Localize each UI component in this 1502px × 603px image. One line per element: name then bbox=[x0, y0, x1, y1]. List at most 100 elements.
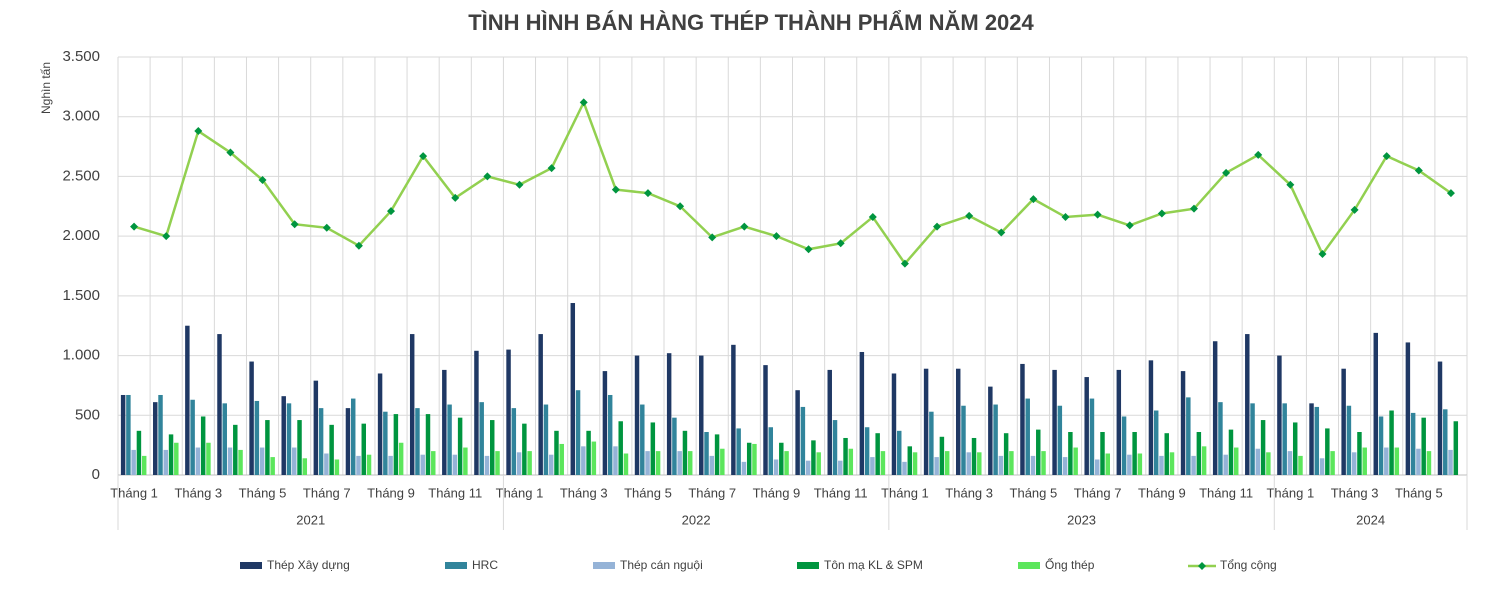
bar bbox=[329, 424, 334, 475]
bar bbox=[452, 454, 458, 475]
line-marker bbox=[900, 259, 909, 268]
bar bbox=[1180, 371, 1186, 475]
line-marker bbox=[708, 233, 717, 242]
line-marker bbox=[515, 180, 524, 189]
line-marker bbox=[933, 222, 942, 231]
bar bbox=[864, 427, 870, 475]
line-marker bbox=[1446, 189, 1455, 198]
bar bbox=[153, 402, 158, 475]
line-marker bbox=[547, 164, 556, 173]
bar bbox=[393, 414, 399, 475]
bar bbox=[383, 411, 388, 475]
bar bbox=[420, 454, 425, 475]
bar bbox=[136, 430, 142, 475]
bar bbox=[1260, 420, 1266, 475]
bar bbox=[254, 400, 260, 475]
bar bbox=[929, 411, 934, 475]
line-marker bbox=[1318, 250, 1327, 259]
line-marker bbox=[836, 239, 845, 248]
line-marker bbox=[451, 193, 460, 202]
bar bbox=[1341, 368, 1346, 475]
line-marker bbox=[772, 232, 781, 241]
bar bbox=[731, 344, 736, 475]
legend-label: Ống thép bbox=[1045, 557, 1095, 572]
bar bbox=[655, 451, 661, 475]
bar bbox=[158, 394, 163, 475]
bar bbox=[442, 369, 447, 475]
bar bbox=[923, 368, 929, 475]
bar bbox=[1084, 377, 1089, 475]
bar bbox=[714, 434, 720, 475]
line-marker bbox=[1061, 213, 1070, 222]
bar bbox=[522, 423, 527, 475]
bar bbox=[302, 458, 308, 475]
bar bbox=[939, 436, 945, 475]
bar bbox=[527, 451, 532, 475]
line-marker bbox=[804, 245, 813, 254]
line-marker bbox=[1189, 204, 1198, 213]
bar bbox=[1437, 361, 1443, 475]
bar bbox=[779, 442, 784, 475]
bar bbox=[1255, 448, 1261, 475]
bar bbox=[827, 369, 832, 475]
bar bbox=[602, 371, 608, 475]
bar bbox=[640, 404, 645, 475]
bar bbox=[1041, 451, 1046, 475]
bar bbox=[618, 421, 623, 475]
bar bbox=[1105, 453, 1110, 475]
bar bbox=[265, 420, 270, 475]
bar bbox=[1191, 455, 1196, 475]
bar bbox=[1223, 454, 1228, 475]
legend-label: Tôn mạ KL & SPM bbox=[824, 558, 923, 572]
x-tick-label: Tháng 11 bbox=[428, 485, 482, 500]
line-marker bbox=[1414, 166, 1423, 175]
legend-label: Thép Xây dựng bbox=[267, 558, 350, 572]
bar bbox=[805, 460, 811, 475]
bar bbox=[506, 349, 511, 475]
bar bbox=[1453, 421, 1459, 475]
bar bbox=[190, 399, 195, 475]
line-marker bbox=[162, 232, 171, 241]
bar bbox=[495, 451, 500, 475]
bar bbox=[875, 433, 880, 475]
bar bbox=[682, 430, 688, 475]
bar bbox=[324, 453, 329, 475]
bar bbox=[859, 351, 865, 475]
bar bbox=[811, 440, 816, 475]
line-marker bbox=[354, 241, 363, 250]
bar bbox=[704, 432, 709, 475]
bar bbox=[350, 398, 356, 475]
bar bbox=[988, 386, 993, 475]
bar bbox=[131, 449, 136, 475]
bar bbox=[1073, 447, 1078, 475]
bar bbox=[409, 334, 415, 475]
bar bbox=[1218, 402, 1223, 475]
bar bbox=[538, 334, 543, 475]
bar bbox=[174, 442, 179, 475]
line-marker bbox=[579, 98, 588, 107]
bar bbox=[1266, 452, 1271, 475]
bar bbox=[1116, 369, 1122, 475]
x-tick-label: Tháng 9 bbox=[753, 485, 801, 500]
line-marker bbox=[290, 220, 299, 229]
bar bbox=[961, 405, 966, 475]
line-marker bbox=[1382, 152, 1391, 161]
bar bbox=[1121, 416, 1127, 475]
bar bbox=[955, 368, 961, 475]
bar bbox=[902, 461, 907, 475]
bar bbox=[1426, 451, 1432, 475]
line-marker bbox=[676, 202, 685, 211]
bar bbox=[431, 451, 436, 475]
bar bbox=[581, 446, 586, 475]
bar bbox=[249, 361, 254, 475]
bar bbox=[334, 459, 340, 475]
bar bbox=[227, 447, 233, 475]
bar bbox=[463, 447, 468, 475]
bar bbox=[880, 451, 886, 475]
bar bbox=[1330, 451, 1335, 475]
bar bbox=[1228, 429, 1234, 475]
bar bbox=[773, 459, 779, 475]
bar bbox=[200, 416, 206, 475]
